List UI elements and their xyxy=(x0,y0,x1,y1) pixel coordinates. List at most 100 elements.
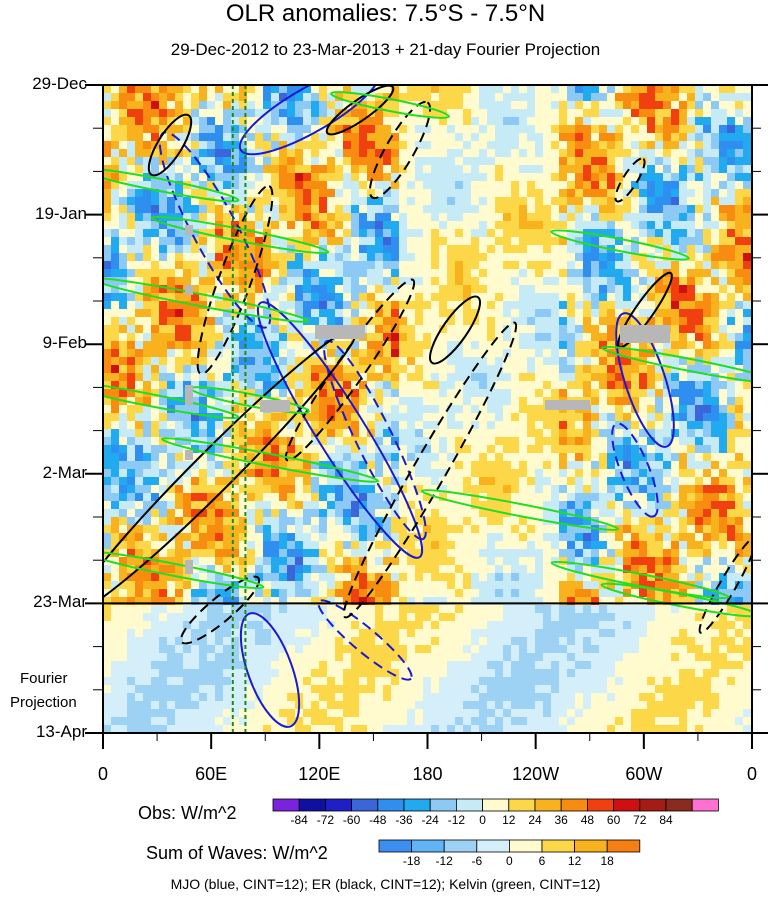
obs-colorbar-tick-label: -48 xyxy=(369,813,387,827)
kelvin-contour xyxy=(150,215,330,255)
obs-colorbar-tick-label: -84 xyxy=(290,813,308,827)
waves-colorbar-tick-label: -18 xyxy=(402,854,421,868)
waves-colorbar-swatch xyxy=(574,839,608,853)
kelvin-contour xyxy=(600,345,752,385)
mjo-contour xyxy=(239,612,301,728)
obs-colorbar-swatch xyxy=(324,798,352,812)
obs-colorbar-swatch xyxy=(403,798,431,812)
er-contour xyxy=(342,321,518,619)
obs-colorbar-swatch xyxy=(587,798,615,812)
er-contour xyxy=(284,278,416,462)
obs-colorbar-swatch xyxy=(560,798,588,812)
projection-label-1: Fourier xyxy=(20,670,68,687)
waves-colorbar-tick-label: 6 xyxy=(538,854,546,868)
kelvin-contour xyxy=(161,437,379,483)
er-contour xyxy=(179,575,261,645)
obs-colorbar-swatch xyxy=(613,798,641,812)
missing-data-patch xyxy=(185,450,193,460)
kelvin-contour xyxy=(103,277,309,323)
missing-data-patch xyxy=(260,400,290,412)
er-contour xyxy=(429,295,481,365)
x-tick-label: 60E xyxy=(195,764,228,784)
x-tick-label: 120E xyxy=(298,764,341,784)
waves-colorbar-tick-label: -12 xyxy=(435,854,453,868)
y-tick-label: 19-Jan xyxy=(35,203,87,223)
x-tick-label: 0 xyxy=(97,764,108,784)
waves-colorbar-swatch xyxy=(606,839,641,853)
er-contour xyxy=(368,100,432,200)
waves-colorbar-swatch xyxy=(443,839,478,853)
mjo-contour xyxy=(317,599,413,681)
waves-colorbar-tick-label: 12 xyxy=(567,854,582,868)
y-tick-label: 29-Dec xyxy=(32,74,87,93)
kelvin-contour xyxy=(600,582,752,618)
y-tick-label: 23-Mar xyxy=(33,592,87,612)
projection-label-2: Projection xyxy=(10,694,77,711)
er-contour xyxy=(325,85,395,136)
obs-colorbar-swatch xyxy=(534,798,562,812)
obs-colorbar-tick-label: 12 xyxy=(502,813,516,827)
obs-colorbar-tick-label: -12 xyxy=(447,813,466,827)
y-tick-label: 13-Apr xyxy=(35,722,87,741)
obs-colorbar-swatch xyxy=(665,798,693,812)
obs-colorbar-swatch xyxy=(429,798,457,812)
waves-colorbar-swatch xyxy=(411,839,445,853)
er-contour xyxy=(147,113,193,177)
obs-colorbar-swatch xyxy=(639,798,667,812)
er-contour xyxy=(614,157,646,203)
obs-colorbar-title: Obs: W/m^2 xyxy=(138,803,237,823)
x-tick-label: 0 xyxy=(746,764,757,784)
x-tick-label: 120W xyxy=(512,764,560,784)
waves-colorbar-title: Sum of Waves: W/m^2 xyxy=(146,843,328,863)
mjo-contour xyxy=(256,301,424,559)
mjo-contour xyxy=(611,422,659,518)
waves-colorbar-swatch xyxy=(476,839,510,853)
y-tick-label: 2-Mar xyxy=(42,462,87,482)
kelvin-contour xyxy=(103,167,240,203)
er-contour xyxy=(196,184,274,376)
x-tick-label: 60W xyxy=(625,764,663,784)
obs-colorbar-tick-label: 60 xyxy=(606,813,621,827)
kelvin-contour xyxy=(420,489,620,531)
missing-data-patch xyxy=(620,325,670,343)
chart-title: OLR anomalies: 7.5°S - 7.5°N xyxy=(225,0,546,27)
obs-colorbar-tick-label: -72 xyxy=(316,813,335,827)
obs-colorbar-swatch xyxy=(455,798,483,812)
obs-colorbar-tick-label: 36 xyxy=(554,813,568,827)
x-tick-label: 180 xyxy=(412,764,443,784)
obs-colorbar-tick-label: -60 xyxy=(342,813,361,827)
obs-colorbar-tick-label: -24 xyxy=(421,813,439,827)
waves-colorbar-swatch xyxy=(508,839,543,853)
mjo-contour xyxy=(238,85,382,156)
kelvin-contour xyxy=(103,550,265,590)
obs-colorbar-swatch xyxy=(691,798,719,812)
chart-subtitle: 29-Dec-2012 to 23-Mar-2013 + 21-day Four… xyxy=(170,40,601,59)
obs-colorbar-swatch xyxy=(298,798,326,812)
obs-colorbar-swatch xyxy=(482,798,510,812)
y-tick-label: 9-Feb xyxy=(42,333,87,353)
anomaly-field xyxy=(103,85,752,733)
obs-colorbar-tick-label: 84 xyxy=(659,813,673,827)
obs-colorbar-tick-label: 48 xyxy=(580,813,595,827)
obs-colorbar-swatch xyxy=(377,798,405,812)
kelvin-contour xyxy=(103,380,240,420)
missing-data-patch xyxy=(185,385,193,405)
obs-colorbar-tick-label: 72 xyxy=(633,813,647,827)
missing-data-patch xyxy=(545,400,590,410)
contours-legend-note: MJO (blue, CINT=12); ER (black, CINT=12)… xyxy=(170,876,601,892)
er-contour xyxy=(698,536,752,634)
kelvin-contour xyxy=(550,229,690,261)
waves-colorbar-swatch xyxy=(541,839,575,853)
obs-colorbar-swatch xyxy=(508,798,536,812)
missing-data-patch xyxy=(185,560,193,574)
waves-colorbar-tick-label: 18 xyxy=(600,854,614,868)
waves-colorbar-swatch xyxy=(378,839,412,853)
missing-data-patch xyxy=(315,325,365,339)
mjo-contour xyxy=(323,339,427,541)
waves-colorbar-tick-label: -6 xyxy=(471,854,483,868)
waves-colorbar-tick-label: 0 xyxy=(506,854,513,868)
missing-data-patch xyxy=(185,225,193,235)
missing-data-patch xyxy=(185,285,193,295)
obs-colorbar-swatch xyxy=(351,798,379,812)
